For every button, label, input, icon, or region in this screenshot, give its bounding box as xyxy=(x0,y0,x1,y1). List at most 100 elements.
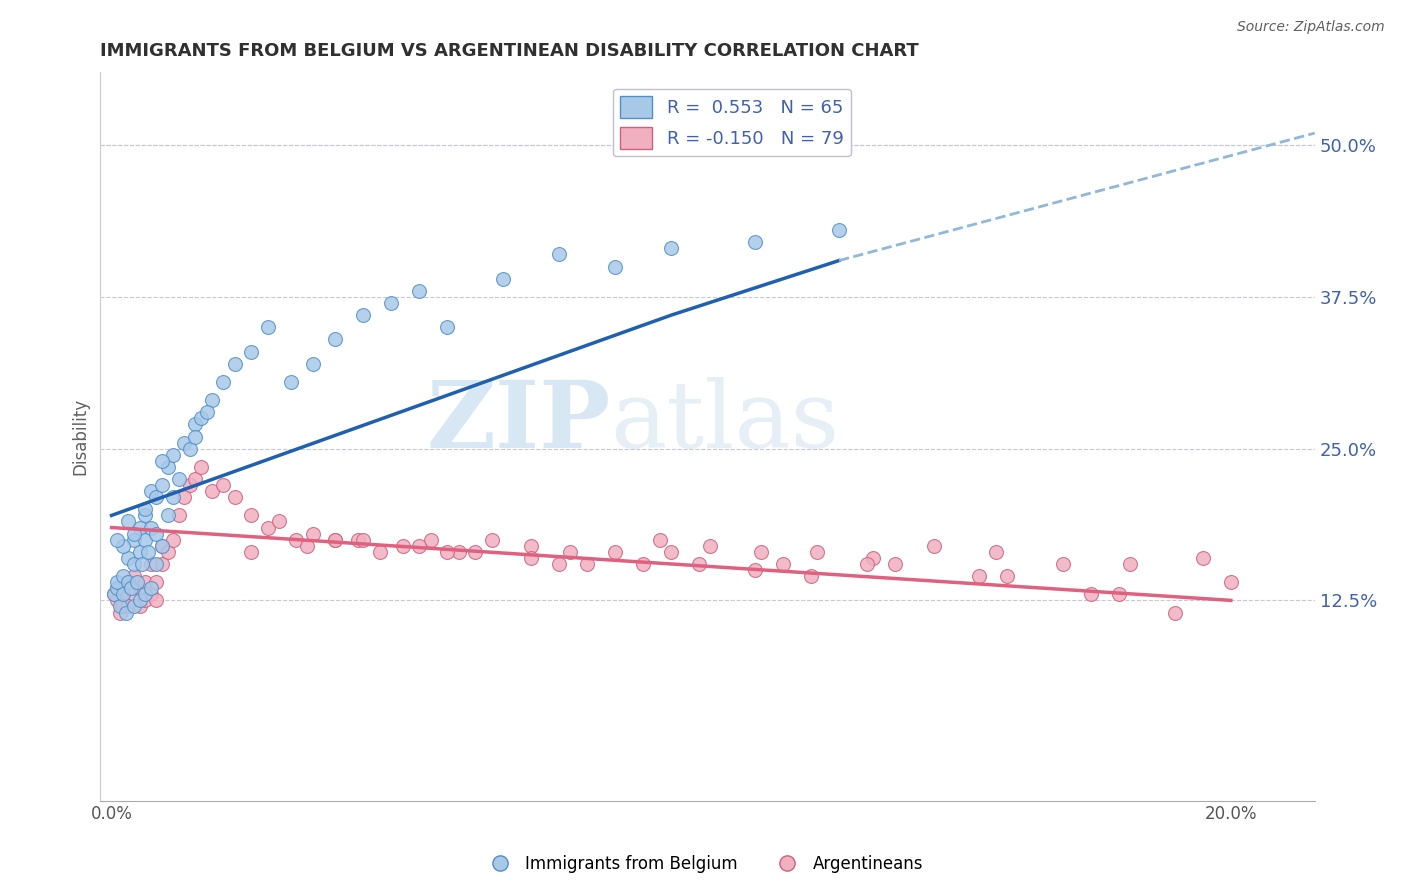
Point xyxy=(408,284,430,298)
Point xyxy=(884,557,907,571)
Point xyxy=(128,581,150,595)
Point xyxy=(150,539,173,553)
Point xyxy=(346,533,368,547)
Point xyxy=(659,241,682,255)
Point xyxy=(631,557,654,571)
Point xyxy=(749,545,772,559)
Point xyxy=(122,569,145,583)
Point xyxy=(1119,557,1142,571)
Point xyxy=(120,581,142,595)
Point xyxy=(302,526,325,541)
Point xyxy=(139,484,162,499)
Point xyxy=(139,581,162,595)
Point xyxy=(184,472,207,486)
Point xyxy=(103,587,125,601)
Point xyxy=(195,405,218,419)
Point xyxy=(391,539,413,553)
Point xyxy=(419,533,441,547)
Point xyxy=(134,533,156,547)
Point xyxy=(368,545,391,559)
Point xyxy=(1080,587,1102,601)
Point xyxy=(648,533,671,547)
Point xyxy=(325,533,347,547)
Point xyxy=(122,533,145,547)
Point xyxy=(139,557,162,571)
Point xyxy=(167,508,190,523)
Point xyxy=(744,235,766,250)
Point xyxy=(800,569,823,583)
Point xyxy=(967,569,990,583)
Point xyxy=(995,569,1018,583)
Point xyxy=(105,533,128,547)
Point xyxy=(744,563,766,577)
Point xyxy=(111,539,134,553)
Point xyxy=(212,478,235,492)
Text: Source: ZipAtlas.com: Source: ZipAtlas.com xyxy=(1237,20,1385,34)
Point xyxy=(103,587,125,601)
Point xyxy=(576,557,599,571)
Text: IMMIGRANTS FROM BELGIUM VS ARGENTINEAN DISABILITY CORRELATION CHART: IMMIGRANTS FROM BELGIUM VS ARGENTINEAN D… xyxy=(100,42,920,60)
Point xyxy=(190,459,212,474)
Point xyxy=(122,526,145,541)
Point xyxy=(117,599,139,614)
Point xyxy=(380,296,402,310)
Legend: R =  0.553   N = 65, R = -0.150   N = 79: R = 0.553 N = 65, R = -0.150 N = 79 xyxy=(613,88,851,156)
Point xyxy=(269,515,291,529)
Point xyxy=(922,539,945,553)
Point xyxy=(257,320,280,334)
Point xyxy=(131,557,153,571)
Point xyxy=(699,539,721,553)
Point xyxy=(125,575,148,590)
Point xyxy=(605,545,627,559)
Point xyxy=(257,520,280,534)
Point xyxy=(173,490,195,504)
Point xyxy=(280,375,302,389)
Point xyxy=(297,539,319,553)
Point xyxy=(560,545,582,559)
Point xyxy=(122,599,145,614)
Point xyxy=(520,550,543,565)
Point xyxy=(150,539,173,553)
Legend: Immigrants from Belgium, Argentineans: Immigrants from Belgium, Argentineans xyxy=(477,848,929,880)
Point xyxy=(156,545,179,559)
Point xyxy=(856,557,879,571)
Point xyxy=(240,344,263,359)
Point xyxy=(156,508,179,523)
Point xyxy=(806,545,828,559)
Point xyxy=(1108,587,1130,601)
Point xyxy=(828,223,851,237)
Point xyxy=(285,533,308,547)
Point xyxy=(134,575,156,590)
Point xyxy=(111,599,134,614)
Point xyxy=(117,515,139,529)
Point xyxy=(145,526,167,541)
Point xyxy=(862,550,884,565)
Point xyxy=(114,606,136,620)
Point xyxy=(128,520,150,534)
Point xyxy=(224,357,246,371)
Point xyxy=(134,502,156,516)
Text: ZIP: ZIP xyxy=(426,377,610,467)
Point xyxy=(179,478,201,492)
Point xyxy=(150,478,173,492)
Point xyxy=(481,533,503,547)
Point xyxy=(162,490,184,504)
Point xyxy=(128,593,150,607)
Point xyxy=(145,593,167,607)
Point xyxy=(105,593,128,607)
Point xyxy=(128,599,150,614)
Point xyxy=(108,606,131,620)
Point xyxy=(162,533,184,547)
Point xyxy=(145,490,167,504)
Point xyxy=(1052,557,1074,571)
Point xyxy=(105,575,128,590)
Point xyxy=(111,587,134,601)
Point xyxy=(190,411,212,425)
Point xyxy=(134,508,156,523)
Point xyxy=(162,448,184,462)
Point xyxy=(984,545,1007,559)
Point xyxy=(201,393,224,408)
Point xyxy=(117,550,139,565)
Point xyxy=(111,569,134,583)
Point xyxy=(201,484,224,499)
